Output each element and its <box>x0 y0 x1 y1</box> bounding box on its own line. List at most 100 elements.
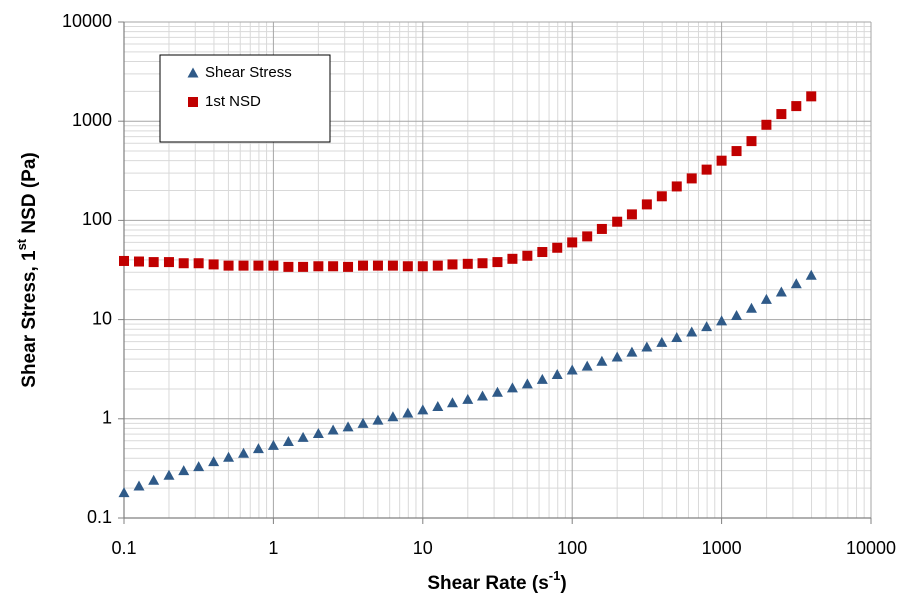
x-tick-label: 100 <box>557 538 587 558</box>
x-axis-title-part: ) <box>560 573 566 594</box>
triangle-marker <box>372 414 384 425</box>
square-marker <box>208 259 219 270</box>
square-marker <box>507 253 518 264</box>
square-marker <box>283 261 294 272</box>
triangle-marker <box>417 404 429 415</box>
square-marker <box>761 119 772 130</box>
square-marker <box>701 164 712 175</box>
x-tick-label: 1 <box>268 538 278 558</box>
triangle-marker <box>118 487 130 498</box>
triangle-marker <box>686 326 698 337</box>
y-tick-label: 10000 <box>62 11 112 31</box>
triangle-marker <box>223 451 235 462</box>
legend-box <box>159 54 331 143</box>
square-marker <box>746 136 757 147</box>
triangle-marker <box>641 341 653 352</box>
triangle-marker <box>551 368 563 379</box>
triangle-marker <box>731 309 743 320</box>
triangle-marker <box>208 456 220 467</box>
triangle-marker <box>477 390 489 401</box>
square-marker <box>298 261 309 272</box>
x-tick-label: 10 <box>413 538 433 558</box>
square-marker <box>343 261 354 272</box>
triangle-marker <box>716 315 728 326</box>
triangle-marker <box>611 351 623 362</box>
y-tick-label: 1000 <box>72 110 112 130</box>
triangle-marker <box>267 439 279 450</box>
triangle-marker <box>775 286 787 297</box>
triangle-marker <box>596 355 608 366</box>
legend-marker <box>188 97 198 107</box>
square-marker <box>238 260 249 271</box>
square-marker <box>731 146 742 157</box>
square-marker <box>477 258 488 269</box>
x-axis-title: Shear Rate (s-1) <box>427 568 566 594</box>
triangle-marker <box>581 360 593 371</box>
x-axis-title-part: Shear Rate (s <box>427 573 548 594</box>
square-marker <box>447 259 458 270</box>
triangle-marker <box>790 278 802 289</box>
triangle-marker <box>342 421 354 432</box>
square-marker <box>656 191 667 202</box>
square-marker <box>552 242 563 253</box>
x-tick-label: 10000 <box>846 538 896 558</box>
square-marker <box>492 257 503 268</box>
triangle-marker <box>521 378 533 389</box>
x-axis-title-sup: -1 <box>549 568 561 583</box>
triangle-marker <box>566 364 578 375</box>
square-marker <box>612 216 623 227</box>
square-marker <box>686 173 697 184</box>
triangle-marker <box>626 346 638 357</box>
y-tick-label: 100 <box>82 209 112 229</box>
square-marker <box>582 231 593 242</box>
square-marker <box>641 199 652 210</box>
square-marker <box>776 109 787 120</box>
triangle-marker <box>671 332 683 343</box>
triangle-marker <box>701 321 713 332</box>
legend-label: Shear Stress <box>205 64 292 81</box>
square-marker <box>372 260 383 271</box>
square-marker <box>596 223 607 234</box>
square-marker <box>193 258 204 269</box>
triangle-marker <box>178 465 190 476</box>
triangle-marker <box>805 269 817 280</box>
y-axis-title: Shear Stress, 1st NSD (Pa) <box>14 152 40 387</box>
square-marker <box>567 237 578 248</box>
y-axis-title-sup: st <box>14 238 29 250</box>
y-tick-label: 0.1 <box>87 507 112 527</box>
triangle-marker <box>133 480 145 491</box>
square-marker <box>402 261 413 272</box>
square-marker <box>223 260 234 271</box>
square-marker <box>358 260 369 271</box>
square-marker <box>133 256 144 267</box>
square-marker <box>806 91 817 102</box>
triangle-marker <box>312 428 324 439</box>
square-marker <box>387 260 398 271</box>
triangle-marker <box>193 461 205 472</box>
triangle-marker <box>656 336 668 347</box>
triangle-marker <box>506 382 518 393</box>
triangle-marker <box>357 417 369 428</box>
square-marker <box>626 209 637 220</box>
triangle-marker <box>163 469 175 480</box>
square-marker <box>178 258 189 269</box>
triangle-marker <box>462 393 474 404</box>
x-tick-label: 0.1 <box>111 538 136 558</box>
square-marker <box>119 255 129 266</box>
triangle-marker <box>446 397 458 408</box>
triangle-marker <box>282 436 294 447</box>
triangle-marker <box>536 373 548 384</box>
square-marker <box>716 155 727 166</box>
triangle-marker <box>491 386 503 397</box>
triangle-marker <box>297 431 309 442</box>
triangle-marker <box>252 443 264 454</box>
square-marker <box>163 257 174 268</box>
triangle-marker <box>327 424 339 435</box>
square-marker <box>253 260 264 271</box>
square-marker <box>462 258 473 269</box>
triangle-marker <box>148 474 160 485</box>
square-marker <box>417 261 428 272</box>
triangle-marker <box>432 401 444 412</box>
triangle-marker <box>387 411 399 422</box>
